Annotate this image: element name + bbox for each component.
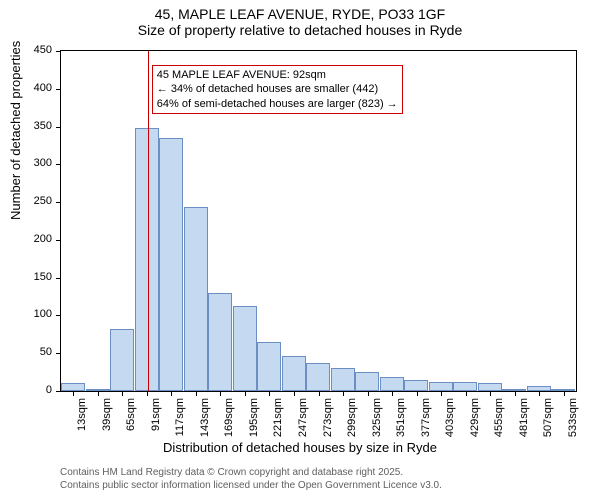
footer-line2: Contains public sector information licen… bbox=[60, 479, 580, 492]
x-tick-label: 455sqm bbox=[493, 398, 505, 446]
chart-container: 45, MAPLE LEAF AVENUE, RYDE, PO33 1GF Si… bbox=[0, 0, 600, 500]
x-tick-label: 507sqm bbox=[542, 398, 554, 446]
x-tick-label: 39sqm bbox=[101, 398, 113, 446]
y-tick-label: 400 bbox=[22, 82, 52, 94]
annotation-line3: 64% of semi-detached houses are larger (… bbox=[157, 97, 398, 111]
title-line2: Size of property relative to detached ho… bbox=[0, 22, 600, 38]
bar bbox=[380, 377, 404, 391]
y-tick-label: 200 bbox=[22, 233, 52, 245]
annotation-line1: 45 MAPLE LEAF AVENUE: 92sqm bbox=[157, 68, 398, 82]
bar bbox=[282, 356, 306, 392]
x-tick-label: 429sqm bbox=[469, 398, 481, 446]
x-tick-label: 273sqm bbox=[322, 398, 334, 446]
bar bbox=[478, 383, 502, 391]
x-tick-label: 195sqm bbox=[248, 398, 260, 446]
x-tick-label: 325sqm bbox=[371, 398, 383, 446]
bar bbox=[233, 306, 257, 391]
x-tick-label: 221sqm bbox=[272, 398, 284, 446]
x-tick-label: 247sqm bbox=[297, 398, 309, 446]
title-block: 45, MAPLE LEAF AVENUE, RYDE, PO33 1GF Si… bbox=[0, 0, 600, 38]
x-tick-label: 481sqm bbox=[518, 398, 530, 446]
bar bbox=[429, 382, 453, 391]
x-tick-label: 169sqm bbox=[223, 398, 235, 446]
x-axis-label: Distribution of detached houses by size … bbox=[0, 440, 600, 455]
bar bbox=[355, 372, 379, 391]
y-tick-label: 350 bbox=[22, 120, 52, 132]
bar bbox=[208, 293, 232, 391]
y-axis-label: Number of detached properties bbox=[8, 41, 23, 220]
x-tick-label: 377sqm bbox=[420, 398, 432, 446]
bar bbox=[404, 380, 428, 391]
bar bbox=[257, 342, 281, 391]
bar bbox=[453, 382, 477, 391]
y-tick-label: 300 bbox=[22, 157, 52, 169]
y-tick-label: 100 bbox=[22, 308, 52, 320]
x-tick-label: 351sqm bbox=[395, 398, 407, 446]
plot-area: 45 MAPLE LEAF AVENUE: 92sqm ← 34% of det… bbox=[60, 50, 577, 392]
bar bbox=[331, 368, 355, 391]
marker-line bbox=[148, 51, 149, 391]
x-tick-label: 299sqm bbox=[346, 398, 358, 446]
title-line1: 45, MAPLE LEAF AVENUE, RYDE, PO33 1GF bbox=[0, 6, 600, 22]
x-tick-label: 65sqm bbox=[125, 398, 137, 446]
x-tick-label: 403sqm bbox=[444, 398, 456, 446]
bar bbox=[184, 207, 208, 391]
footer-note: Contains HM Land Registry data © Crown c… bbox=[60, 466, 580, 492]
y-tick-label: 0 bbox=[22, 384, 52, 396]
x-tick-label: 143sqm bbox=[199, 398, 211, 446]
x-tick-label: 533sqm bbox=[567, 398, 579, 446]
bar bbox=[61, 383, 85, 391]
y-tick-label: 150 bbox=[22, 271, 52, 283]
y-tick-label: 450 bbox=[22, 44, 52, 56]
x-tick-label: 117sqm bbox=[174, 398, 186, 446]
annotation-line2: ← 34% of detached houses are smaller (44… bbox=[157, 82, 398, 96]
bar bbox=[110, 329, 134, 391]
bar bbox=[306, 363, 330, 391]
bar bbox=[135, 128, 159, 391]
annotation-box: 45 MAPLE LEAF AVENUE: 92sqm ← 34% of det… bbox=[152, 65, 403, 114]
y-tick-label: 50 bbox=[22, 346, 52, 358]
y-tick-label: 250 bbox=[22, 195, 52, 207]
footer-line1: Contains HM Land Registry data © Crown c… bbox=[60, 466, 580, 479]
x-tick-label: 91sqm bbox=[150, 398, 162, 446]
bar bbox=[159, 138, 183, 391]
x-tick-label: 13sqm bbox=[76, 398, 88, 446]
